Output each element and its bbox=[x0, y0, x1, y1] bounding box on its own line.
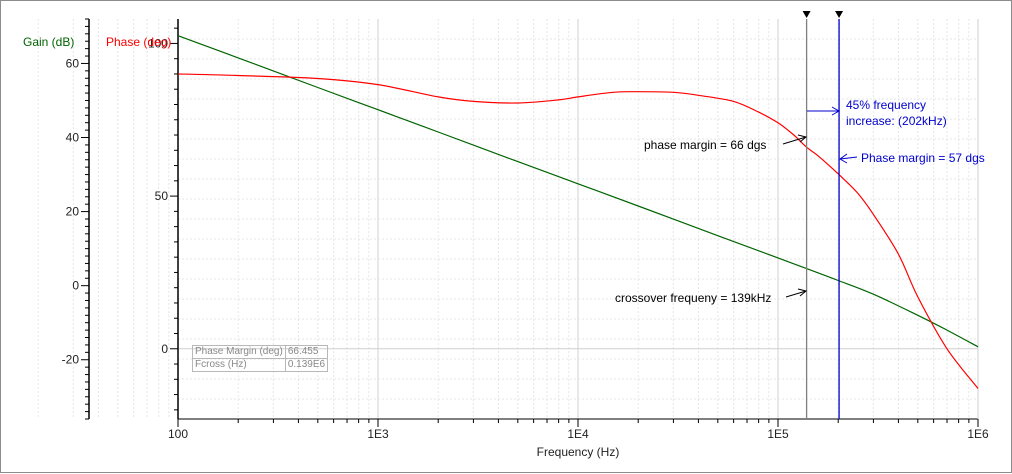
x-axis-title: Frequency (Hz) bbox=[537, 445, 620, 459]
arrow-phase-margin-66 bbox=[782, 134, 808, 145]
readout-value: 66.455 bbox=[284, 345, 329, 359]
readout-row: Fcross (Hz) 0.139E6 bbox=[192, 358, 329, 372]
gain-tick-label: 20 bbox=[66, 205, 80, 219]
gain-tick-label: 60 bbox=[66, 56, 80, 70]
gain-tick-label: -20 bbox=[62, 353, 80, 367]
frequency-increase-label-line1: 45% frequency bbox=[846, 98, 926, 112]
annotations: phase margin = 66 dgs crossover frequeny… bbox=[615, 98, 985, 305]
labels: Gain (dB) Phase (deg) Frequency (Hz) 100… bbox=[23, 35, 989, 459]
cursor-handle-icon bbox=[835, 11, 844, 18]
crossover-frequency-label: crossover frequeny = 139kHz bbox=[615, 291, 771, 305]
readout-value: 0.139E6 bbox=[284, 358, 329, 372]
gain-series-line bbox=[177, 35, 979, 348]
cursor-handle-icon bbox=[802, 11, 811, 18]
series-layer bbox=[177, 35, 979, 389]
phase-margin-57-label: Phase margin = 57 dgs bbox=[861, 151, 985, 165]
phase-tick-label: 50 bbox=[155, 189, 169, 203]
marker-layer bbox=[802, 11, 844, 419]
x-tick-label: 1E5 bbox=[767, 427, 789, 441]
x-tick-label: 100 bbox=[168, 427, 188, 441]
readout-label: Fcross (Hz) bbox=[192, 358, 286, 372]
axes: 60 40 20 0 -20 100 50 0 bbox=[62, 18, 979, 427]
gain-axis-title: Gain (dB) bbox=[23, 35, 74, 49]
x-tick-label: 1E3 bbox=[367, 427, 389, 441]
arrow-frequency-increase bbox=[807, 106, 841, 116]
gain-tick-label: 40 bbox=[66, 131, 80, 145]
frequency-increase-label-line2: increase: (202kHz) bbox=[846, 114, 947, 128]
arrow-crossover bbox=[785, 288, 808, 298]
phase-series-line bbox=[177, 73, 979, 389]
gain-tick-label: 0 bbox=[72, 279, 79, 293]
x-tick-label: 1E6 bbox=[967, 427, 989, 441]
readout-table: Phase Margin (deg) 66.455 Fcross (Hz) 0.… bbox=[192, 345, 329, 372]
x-tick-label: 1E4 bbox=[567, 427, 589, 441]
arrow-phase-margin-57 bbox=[839, 153, 858, 164]
phase-axis-title: Phase (deg) bbox=[106, 35, 171, 49]
readout-label: Phase Margin (deg) bbox=[192, 345, 286, 359]
phase-tick-label: 100 bbox=[148, 36, 168, 50]
phase-margin-66-label: phase margin = 66 dgs bbox=[644, 138, 766, 152]
phase-tick-label: 0 bbox=[161, 342, 168, 356]
grid bbox=[37, 19, 979, 419]
readout-row: Phase Margin (deg) 66.455 bbox=[192, 345, 329, 359]
